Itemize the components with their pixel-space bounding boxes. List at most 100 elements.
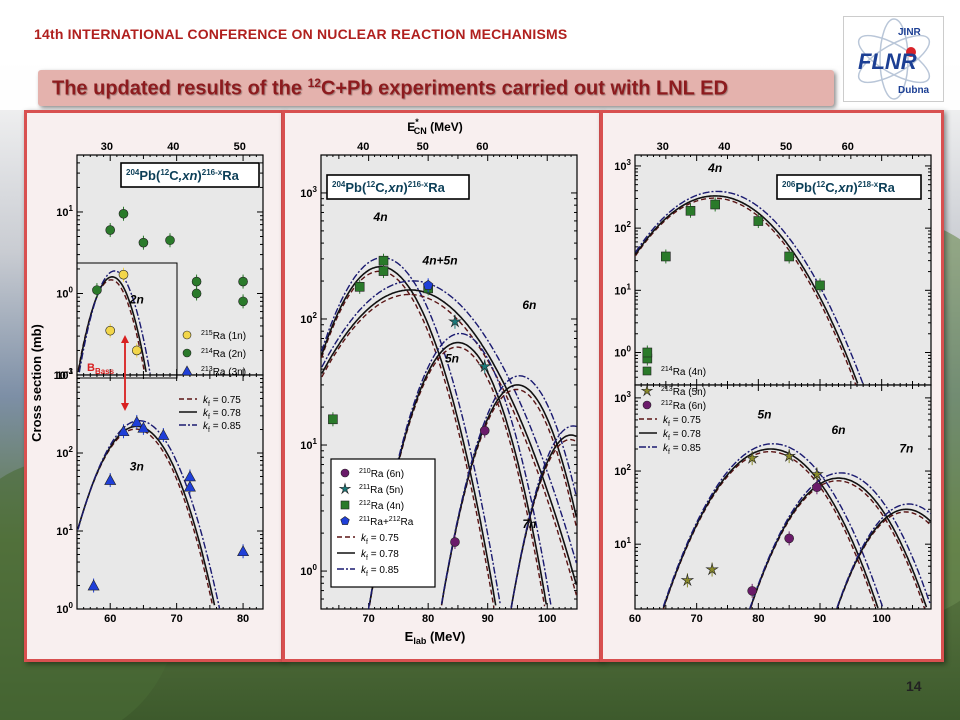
p2-xtick-label: 90 (482, 613, 494, 625)
p1b-ytick-exponent: 2 (69, 445, 74, 454)
logo-top-text: JINR (898, 27, 922, 38)
p3b-legend-label: 213Ra (5n) (661, 386, 706, 398)
p3b-curve-6n-kf-085 (749, 472, 931, 610)
p3b-curve-label: 5n (757, 408, 771, 422)
p2-legend-text2: Ra (400, 517, 413, 528)
slide-title-post: C+Pb experiments carried out with LNL ED (320, 77, 728, 100)
p2-curve-4n-kf-078 (320, 265, 497, 606)
p2-legend-marker (338, 482, 352, 495)
p2-legend-text: Ra (4n) (371, 501, 404, 512)
p2-curve-label: 5n (445, 352, 459, 366)
p1t-legend-label: 215Ra (1n) (201, 330, 246, 342)
p1t-reaction-proj: C (169, 168, 179, 183)
y-axis-title-text: Cross section (mb) (29, 324, 44, 442)
p2-legend-text: Ra (6n) (371, 469, 404, 480)
p3b-xtick-label: 90 (814, 613, 826, 625)
p3b-point-s0 (680, 573, 695, 587)
p3t-ytick-exponent: 2 (627, 220, 632, 229)
x-axis-sub: lab (413, 636, 427, 646)
p2-xtick-label: 80 (422, 613, 434, 625)
top-axis-title: E* CN (MeV) (407, 117, 463, 136)
p1t-legend-pre: 214 (201, 348, 213, 355)
p3t-top-tick-label: 50 (780, 141, 792, 153)
bbass-sub: Bass (95, 367, 115, 376)
p3t-ytick-exponent: 0 (627, 344, 632, 353)
p1t-legend-text: Ra (2n) (213, 349, 246, 360)
p1b-ytick-mantissa: 10 (56, 370, 68, 382)
p1t-point-s1 (191, 288, 202, 299)
p1b-legend-value: = 0.75 (210, 395, 241, 406)
p2-reaction-a: 204 (332, 180, 346, 189)
p1t-plot-area (76, 154, 264, 376)
p2-legend-pre: 210 (359, 468, 371, 475)
p1b-point-s0 (117, 425, 130, 437)
p3b-point-s0 (745, 451, 759, 464)
p3t-legend-pre: 214 (661, 366, 673, 373)
bbass-b: B (87, 362, 95, 374)
p1b-ytick-mantissa: 10 (56, 604, 68, 616)
p2-ytick-exponent: 1 (313, 437, 318, 446)
p3t-ytick-mantissa: 10 (614, 161, 626, 173)
p1b-plot-area (76, 374, 264, 610)
p1t-legend-label: 213Ra (3n) (201, 366, 246, 378)
p1t-top-tick-label: 50 (234, 141, 246, 153)
p2-ytick-exponent: 2 (313, 311, 318, 320)
p1b-point-s0 (87, 579, 100, 591)
p3t-top-tick-label: 40 (718, 141, 730, 153)
p1b-ytick-label: 103 (56, 367, 73, 382)
p1b-ytick-label: 100 (56, 601, 73, 616)
p2-point-s2 (328, 414, 338, 425)
p2-legend-pre: 212 (359, 500, 371, 507)
p1t-reaction-a: 204 (126, 168, 140, 177)
p2-point-s3 (423, 279, 434, 290)
p3t-reaction-box (776, 174, 922, 200)
p3b-legend-marker (642, 400, 652, 410)
p3b-ytick-label: 103 (614, 390, 631, 405)
flnr-logo: JINR FLNR Dubna (843, 16, 944, 102)
p2-curve-4n-5n-kf-078 (321, 289, 578, 586)
p1t-point-s1 (238, 296, 248, 307)
p1b-xtick-label: 60 (104, 613, 116, 625)
p2-reaction-close: ) (403, 180, 407, 195)
p3t-point-s0 (661, 251, 671, 262)
p2-ytick-label: 102 (300, 311, 317, 326)
y-axis-title: Cross section (mb) (29, 324, 44, 442)
p3t-reaction-a: 206 (782, 180, 796, 189)
p3b-point-s0 (810, 467, 824, 481)
p2-reaction-chan: ,xn (384, 180, 404, 195)
p3b-legend-k: k (663, 415, 669, 426)
p1t-legend-pre: 215 (201, 330, 213, 337)
p2-top-tick-label: 60 (476, 141, 488, 153)
p3b-legend-value: = 0.85 (670, 443, 701, 454)
p1b-point-s0 (237, 545, 250, 557)
p2-legend-value: = 0.78 (368, 549, 399, 560)
p3t-legend-label: 214Ra (4n) (661, 366, 706, 378)
p2-ytick-label: 103 (300, 185, 317, 200)
p2-curve-4n-kf-085 (320, 256, 501, 605)
p1t-legend-text: Ra (1n) (213, 331, 246, 342)
p1b-xtick-label: 70 (171, 613, 183, 625)
p1t-ytick-label: 100 (56, 285, 73, 300)
p1b-legend-label: kf = 0.85 (203, 421, 241, 434)
p2-legend-value: = 0.75 (368, 533, 399, 544)
p1t-top-tick-label: 30 (101, 141, 113, 153)
p3b-legend-label: kf = 0.75 (663, 415, 701, 428)
p1t-point-s1 (92, 285, 102, 295)
p3t-curve-label: 4n (707, 161, 722, 175)
p3t-point-s0 (784, 251, 794, 262)
p1b-ytick-mantissa: 10 (56, 448, 68, 460)
p3b-curve-label: 7n (899, 441, 913, 455)
slide-title-pre: The updated results of the (52, 77, 308, 100)
p2-curve-label: 6n (522, 298, 536, 312)
p1t-reaction-label: 204Pb(12C,xn)216-xRa (126, 168, 240, 183)
p2-curve-label: 4n (373, 210, 388, 224)
p1t-ytick-exponent: 0 (69, 285, 74, 294)
p3b-xtick-label: 70 (691, 613, 703, 625)
p2-point-s1 (448, 314, 462, 328)
top-axis-sub: CN (414, 126, 427, 136)
p3t-point-s0 (685, 205, 696, 216)
p2-legend-sub: f (366, 555, 368, 562)
p1t-reaction-proj-sup: 12 (160, 168, 169, 177)
p2-curve-6n-kf-078 (440, 384, 578, 605)
p1b-ytick-exponent: 0 (69, 601, 74, 610)
